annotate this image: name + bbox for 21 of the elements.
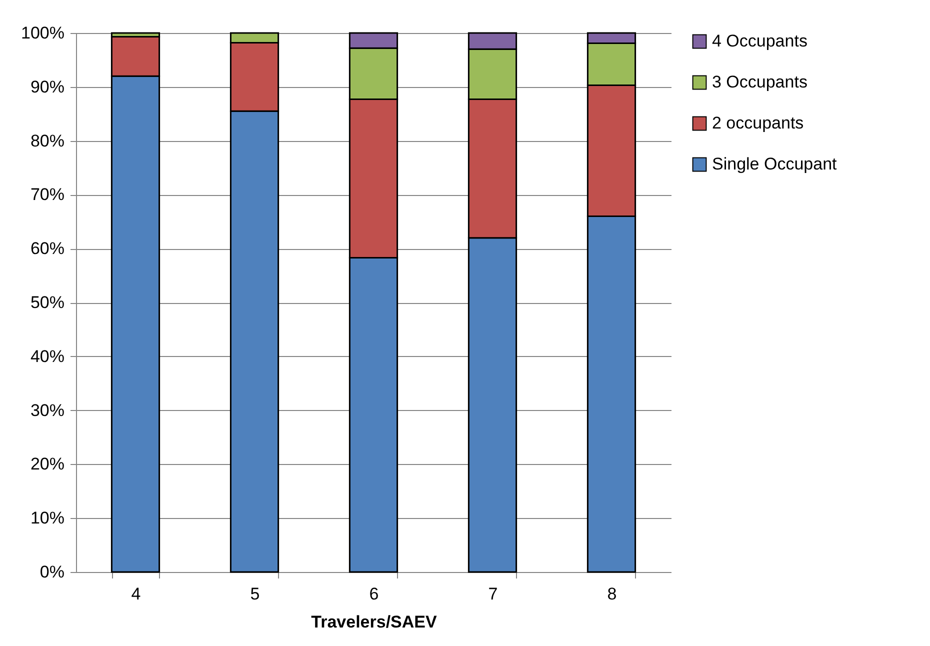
- x-axis-title: Travelers/SAEV: [311, 612, 438, 632]
- x-tick-label: 4: [131, 584, 141, 604]
- y-tick-label: 20%: [30, 454, 64, 474]
- x-tick-label: 5: [250, 584, 260, 604]
- y-tick-label: 50%: [30, 293, 64, 312]
- y-tick-label: 30%: [30, 400, 64, 420]
- y-tick-label: 40%: [30, 346, 64, 366]
- y-tick-label: 70%: [30, 185, 64, 204]
- x-tick-label: 6: [369, 584, 379, 604]
- y-tick-label: 100%: [21, 24, 64, 42]
- y-tick-label: 80%: [30, 131, 64, 150]
- legend-label: Single Occupant: [712, 154, 838, 174]
- y-tick-label: 60%: [30, 239, 64, 258]
- x-tick-label: 8: [607, 584, 617, 604]
- legend-label: 2 occupants: [712, 114, 804, 132]
- y-tick-label: 0%: [40, 562, 64, 582]
- legend-label: 3 Occupants: [712, 72, 808, 92]
- y-tick-label: 10%: [30, 508, 64, 528]
- x-tick-label: 7: [488, 584, 498, 604]
- legend-label: 4 Occupants: [712, 32, 808, 50]
- y-tick-label: 90%: [30, 77, 64, 96]
